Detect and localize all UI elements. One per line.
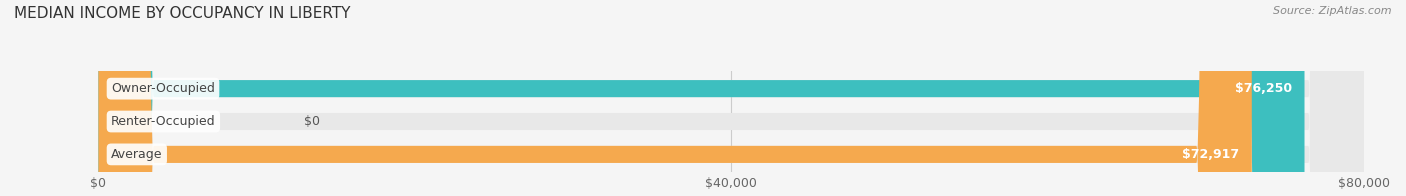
FancyBboxPatch shape: [98, 0, 1251, 196]
Text: $0: $0: [304, 115, 321, 128]
Text: Average: Average: [111, 148, 163, 161]
Text: Source: ZipAtlas.com: Source: ZipAtlas.com: [1274, 6, 1392, 16]
Text: Renter-Occupied: Renter-Occupied: [111, 115, 215, 128]
Text: $76,250: $76,250: [1234, 82, 1292, 95]
Text: Owner-Occupied: Owner-Occupied: [111, 82, 215, 95]
FancyBboxPatch shape: [98, 0, 1305, 196]
FancyBboxPatch shape: [98, 0, 1364, 196]
FancyBboxPatch shape: [98, 0, 1364, 196]
Text: $72,917: $72,917: [1182, 148, 1239, 161]
Text: MEDIAN INCOME BY OCCUPANCY IN LIBERTY: MEDIAN INCOME BY OCCUPANCY IN LIBERTY: [14, 6, 350, 21]
FancyBboxPatch shape: [98, 0, 1364, 196]
